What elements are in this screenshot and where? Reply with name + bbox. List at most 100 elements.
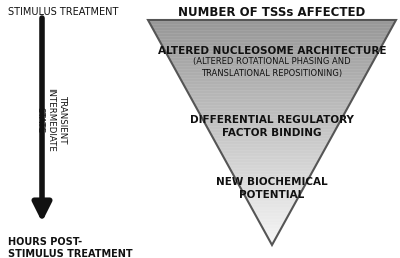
Polygon shape [213, 138, 331, 139]
Polygon shape [239, 186, 305, 187]
Polygon shape [208, 129, 336, 130]
Polygon shape [163, 47, 381, 48]
Polygon shape [265, 233, 279, 234]
Polygon shape [228, 165, 316, 166]
Polygon shape [209, 130, 335, 131]
Polygon shape [206, 125, 338, 126]
Polygon shape [209, 131, 335, 132]
Polygon shape [262, 227, 282, 228]
Polygon shape [184, 85, 360, 86]
Polygon shape [208, 128, 336, 129]
Polygon shape [246, 197, 298, 198]
Polygon shape [248, 202, 296, 203]
Polygon shape [159, 40, 385, 41]
Polygon shape [230, 169, 314, 170]
Polygon shape [207, 126, 337, 127]
Polygon shape [204, 122, 340, 123]
Polygon shape [186, 90, 358, 91]
Polygon shape [194, 102, 350, 103]
Polygon shape [198, 110, 346, 111]
Polygon shape [151, 26, 393, 27]
Polygon shape [152, 28, 392, 29]
Polygon shape [181, 80, 363, 81]
Polygon shape [244, 195, 300, 196]
Polygon shape [149, 21, 395, 22]
Polygon shape [229, 167, 315, 168]
Polygon shape [268, 238, 276, 239]
Polygon shape [156, 35, 388, 36]
Polygon shape [211, 134, 333, 135]
Polygon shape [223, 156, 321, 157]
Polygon shape [165, 51, 379, 52]
Polygon shape [269, 239, 275, 240]
Polygon shape [183, 84, 361, 85]
Polygon shape [264, 230, 280, 231]
Polygon shape [163, 48, 381, 49]
Polygon shape [176, 71, 368, 72]
Polygon shape [235, 178, 309, 179]
Polygon shape [252, 209, 292, 210]
Polygon shape [152, 27, 392, 28]
Polygon shape [155, 32, 389, 33]
Polygon shape [231, 170, 313, 171]
Polygon shape [215, 141, 329, 142]
Polygon shape [236, 180, 308, 181]
Polygon shape [238, 183, 306, 184]
Polygon shape [179, 76, 365, 77]
Polygon shape [260, 224, 284, 225]
Polygon shape [176, 70, 368, 71]
Polygon shape [257, 218, 287, 219]
Polygon shape [217, 145, 327, 146]
Polygon shape [242, 189, 302, 190]
Polygon shape [171, 61, 373, 62]
Polygon shape [174, 67, 370, 68]
Polygon shape [173, 66, 371, 67]
Polygon shape [177, 73, 367, 74]
Polygon shape [270, 242, 274, 243]
Polygon shape [234, 176, 310, 177]
Polygon shape [217, 144, 327, 145]
Polygon shape [177, 72, 367, 73]
Text: NUMBER OF TSSs AFFECTED: NUMBER OF TSSs AFFECTED [178, 5, 366, 19]
Polygon shape [153, 29, 391, 30]
Polygon shape [170, 60, 374, 61]
Polygon shape [187, 91, 357, 92]
Polygon shape [201, 116, 343, 117]
Polygon shape [244, 193, 300, 194]
Polygon shape [218, 147, 326, 148]
Polygon shape [181, 79, 363, 80]
Polygon shape [234, 175, 310, 176]
Polygon shape [206, 124, 338, 125]
Text: TRANSIENT
INTERMEDIATE
STATE: TRANSIENT INTERMEDIATE STATE [35, 88, 67, 152]
Polygon shape [212, 135, 332, 136]
Polygon shape [197, 109, 347, 110]
Polygon shape [265, 232, 279, 233]
Polygon shape [242, 190, 302, 191]
Polygon shape [180, 77, 364, 78]
Text: HOURS POST-
STIMULUS TREATMENT: HOURS POST- STIMULUS TREATMENT [8, 237, 133, 258]
Polygon shape [247, 199, 297, 200]
Polygon shape [270, 240, 274, 241]
Polygon shape [195, 105, 349, 106]
Polygon shape [190, 97, 354, 98]
Polygon shape [204, 121, 340, 122]
Polygon shape [258, 220, 286, 221]
Polygon shape [172, 63, 372, 64]
Polygon shape [202, 117, 342, 118]
Polygon shape [183, 83, 361, 84]
Polygon shape [259, 221, 285, 222]
Polygon shape [191, 99, 353, 100]
Text: NEW BIOCHEMICAL
POTENTIAL: NEW BIOCHEMICAL POTENTIAL [216, 177, 328, 200]
Polygon shape [192, 100, 352, 101]
Polygon shape [188, 93, 356, 94]
Polygon shape [212, 136, 332, 137]
Polygon shape [196, 108, 348, 109]
Polygon shape [168, 57, 376, 58]
Polygon shape [271, 243, 273, 244]
Polygon shape [246, 198, 298, 199]
Polygon shape [240, 187, 304, 188]
Polygon shape [225, 160, 319, 161]
Polygon shape [170, 59, 374, 60]
Polygon shape [191, 98, 353, 99]
Polygon shape [256, 216, 288, 217]
